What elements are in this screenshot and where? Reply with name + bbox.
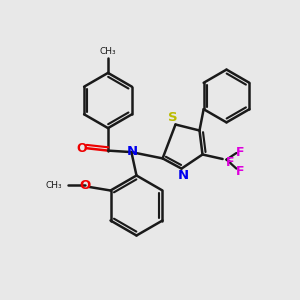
Text: O: O: [76, 142, 87, 155]
Text: S: S: [168, 111, 178, 124]
Text: CH₃: CH₃: [46, 181, 62, 190]
Text: F: F: [236, 146, 245, 159]
Text: N: N: [126, 145, 138, 158]
Text: F: F: [226, 155, 235, 169]
Text: CH₃: CH₃: [100, 47, 116, 56]
Text: F: F: [236, 165, 245, 178]
Text: O: O: [80, 179, 91, 192]
Text: N: N: [177, 169, 189, 182]
